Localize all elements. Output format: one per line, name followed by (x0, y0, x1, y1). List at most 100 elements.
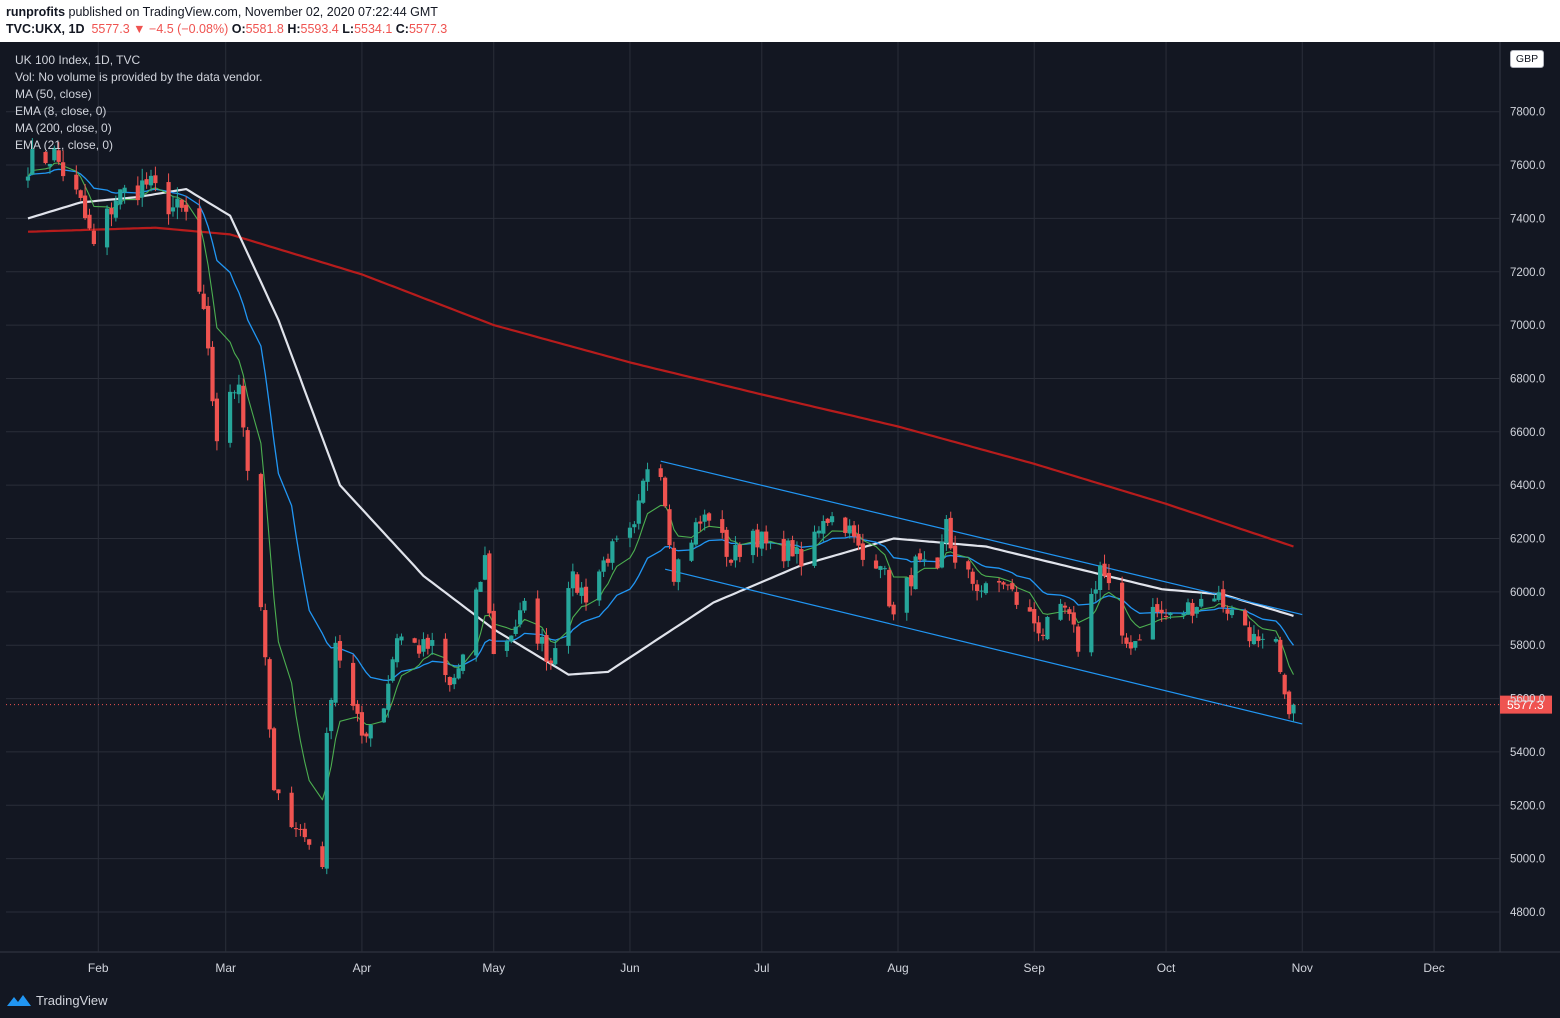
candle-body (548, 660, 553, 664)
legend-ema21[interactable]: EMA (21, close, 0) (15, 138, 114, 152)
candle-body (135, 185, 140, 201)
candle-body (197, 208, 202, 292)
candle-body (1155, 604, 1160, 613)
candle-body (443, 638, 448, 676)
price-tick-label: 6600.0 (1510, 427, 1545, 439)
price-axis[interactable]: 4800.0 5000.0 5200.0 5400.0 5600.0 5800.0 6000… (1510, 107, 1545, 919)
candle-body (737, 544, 742, 557)
candle-body (214, 398, 220, 442)
candle-body (1106, 572, 1112, 584)
candle-body (1260, 638, 1265, 640)
month-tick-label: Oct (1157, 961, 1176, 975)
candle-body (728, 559, 734, 563)
candle-body (478, 581, 483, 592)
price-tick-label: 6800.0 (1510, 373, 1545, 385)
candle-body (966, 561, 971, 570)
candle-body (904, 577, 909, 613)
low-label: L: (342, 22, 355, 36)
candle-body (583, 586, 589, 603)
candle-body (733, 544, 738, 561)
candle-body (82, 195, 88, 219)
candle-body (794, 547, 800, 554)
candle-body (452, 677, 457, 685)
candle-body (1282, 674, 1287, 695)
legend-ema8[interactable]: EMA (8, close, 0) (15, 104, 107, 118)
candle-body (1093, 589, 1098, 594)
candle-body (1185, 602, 1191, 615)
indicator-legend: UK 100 Index, 1D, TVC Vol: No volume is … (15, 52, 262, 154)
currency-button[interactable]: GBP (1510, 50, 1544, 68)
candle-body (513, 626, 518, 634)
candle-body (504, 641, 510, 651)
candle-body (166, 182, 171, 215)
candle-body (724, 529, 729, 557)
candle-body (381, 708, 386, 723)
candle-body (1027, 607, 1032, 612)
candle-body (25, 176, 31, 181)
candle-body (276, 789, 281, 794)
candle-body (689, 542, 694, 561)
candle-body (768, 542, 773, 544)
legend-volume[interactable]: Vol: No volume is provided by the data v… (15, 70, 263, 84)
brand-name: TradingView (36, 992, 108, 1008)
author-name[interactable]: runprofits (6, 5, 66, 19)
candle-body (1036, 622, 1041, 634)
open-value: 5581.8 (245, 22, 284, 36)
price-tick-label: 5400.0 (1510, 747, 1545, 759)
candle-body (74, 174, 79, 190)
candle-body (1199, 598, 1204, 607)
last-price-tag-label: 5577.3 (1507, 698, 1544, 712)
low-value: 5534.1 (354, 22, 393, 36)
candle-body (412, 638, 417, 643)
legend-ma200[interactable]: MA (200, close, 0) (15, 121, 112, 135)
ema21-line (27, 168, 1295, 682)
candle-body (812, 531, 817, 566)
candle-body (390, 659, 395, 681)
price-tick-label: 5000.0 (1510, 854, 1545, 866)
candle-body (1229, 609, 1235, 616)
candle-body (667, 509, 672, 546)
candle-body (1286, 691, 1292, 715)
high-label: H: (287, 22, 301, 36)
chart-background (0, 42, 1560, 988)
candle-body (355, 703, 360, 714)
candle-body (1040, 634, 1046, 636)
candle-body (324, 732, 329, 869)
candle-body (996, 581, 1002, 583)
candle-body (175, 198, 180, 208)
candle-body (184, 204, 189, 212)
legend-ma50[interactable]: MA (50, close) (15, 87, 92, 101)
candle-body (825, 518, 830, 523)
publish-info: runprofits published on TradingView.com,… (6, 5, 438, 19)
candle-body (645, 469, 650, 482)
candle-body (1098, 565, 1103, 591)
candle-body (232, 392, 237, 394)
candle-body (983, 583, 988, 594)
candle-body (720, 519, 725, 533)
ma50-line (27, 188, 1294, 676)
candle-body (1150, 606, 1155, 640)
price-tick-label: 5600.0 (1510, 694, 1545, 706)
candle-body (359, 712, 365, 736)
candle-body (566, 588, 571, 646)
candle-body (1225, 609, 1230, 614)
candle-body (245, 430, 250, 471)
candle-body (293, 828, 299, 830)
candle-body (153, 175, 158, 184)
candle-body (52, 147, 57, 161)
candle-body (1273, 639, 1278, 642)
month-tick-label: Aug (887, 961, 908, 975)
candle-body (522, 600, 527, 611)
candle-body (663, 477, 668, 507)
candle-body (210, 346, 215, 402)
time-axis[interactable]: Feb Mar Apr May Jun Jul Aug Sep Oct Nov Dec (88, 961, 1445, 975)
legend-title[interactable]: UK 100 Index, 1D, TVC (15, 53, 141, 67)
candle-body (970, 571, 975, 584)
candle-body (1168, 612, 1173, 616)
candle-body (1032, 608, 1037, 624)
candle-body (1256, 636, 1261, 641)
price-chart[interactable]: 5577.3 4800.0 5000.0 5200.0 5400.0 5600.0 580… (0, 42, 1560, 988)
candle-body (91, 230, 96, 245)
publish-header: runprofits published on TradingView.com,… (0, 0, 1560, 42)
candle-body (614, 538, 619, 540)
